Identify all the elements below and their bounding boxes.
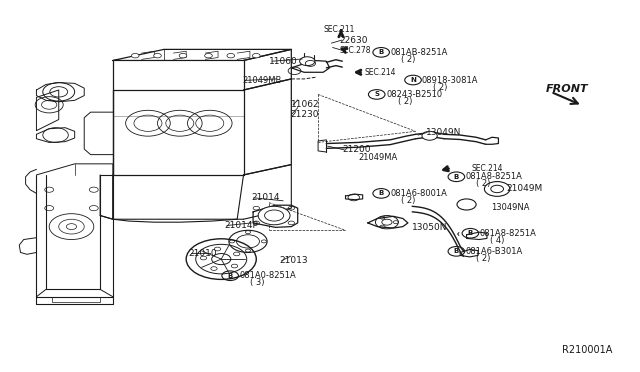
Text: SEC.214: SEC.214	[365, 68, 396, 77]
Text: 21013: 21013	[280, 256, 308, 265]
Text: 13049N: 13049N	[426, 128, 462, 137]
Circle shape	[422, 131, 437, 140]
Text: ( 4): ( 4)	[490, 236, 504, 245]
Text: B: B	[454, 174, 459, 180]
Text: B: B	[378, 49, 384, 55]
Circle shape	[179, 54, 187, 58]
Circle shape	[131, 54, 139, 58]
Text: SEC.214: SEC.214	[472, 164, 503, 173]
Text: 21014: 21014	[251, 193, 280, 202]
Text: ( 3): ( 3)	[250, 278, 264, 287]
Text: 08918-3081A: 08918-3081A	[422, 76, 479, 84]
Text: ( 2): ( 2)	[433, 83, 447, 92]
Text: 13050N: 13050N	[412, 223, 448, 232]
Text: N: N	[410, 77, 416, 83]
Circle shape	[252, 54, 260, 58]
Text: SEC.211: SEC.211	[323, 25, 355, 33]
Text: 08243-B2510: 08243-B2510	[387, 90, 443, 99]
Text: ( 2): ( 2)	[476, 254, 490, 263]
Text: 22630: 22630	[339, 36, 367, 45]
Text: B: B	[468, 230, 473, 236]
Text: R210001A: R210001A	[563, 345, 613, 355]
Text: 21049MA: 21049MA	[358, 153, 397, 162]
Text: ( 2): ( 2)	[397, 97, 412, 106]
Text: S: S	[374, 92, 380, 97]
Text: ( 2): ( 2)	[476, 179, 490, 188]
Text: SEC.278: SEC.278	[339, 46, 371, 55]
Text: 11060: 11060	[269, 57, 298, 66]
Text: 21014P: 21014P	[225, 221, 259, 230]
Text: 081A6-8001A: 081A6-8001A	[390, 189, 447, 198]
Circle shape	[258, 206, 290, 225]
Text: 11062: 11062	[291, 100, 320, 109]
Text: ( 2): ( 2)	[401, 196, 415, 205]
Text: 081A8-8251A: 081A8-8251A	[479, 229, 536, 238]
Text: 081AB-8251A: 081AB-8251A	[390, 48, 447, 57]
Text: B: B	[454, 248, 459, 254]
Text: 21200: 21200	[342, 145, 371, 154]
Text: 13049NA: 13049NA	[491, 202, 529, 212]
Text: ( 2): ( 2)	[401, 55, 415, 64]
Text: 21010: 21010	[188, 249, 217, 258]
Circle shape	[205, 54, 212, 58]
Circle shape	[457, 199, 476, 210]
Text: 21049M: 21049M	[507, 184, 543, 193]
Text: B: B	[228, 273, 233, 279]
Circle shape	[154, 54, 161, 58]
Text: 21230: 21230	[290, 109, 319, 119]
Text: FRONT: FRONT	[546, 84, 589, 94]
Circle shape	[300, 57, 315, 65]
Text: 081A6-B301A: 081A6-B301A	[465, 247, 522, 256]
Text: 081A8-8251A: 081A8-8251A	[465, 172, 522, 181]
Text: 21049MB: 21049MB	[243, 76, 282, 85]
Text: B: B	[378, 190, 384, 196]
Text: 081A0-8251A: 081A0-8251A	[239, 271, 296, 280]
Circle shape	[227, 54, 235, 58]
